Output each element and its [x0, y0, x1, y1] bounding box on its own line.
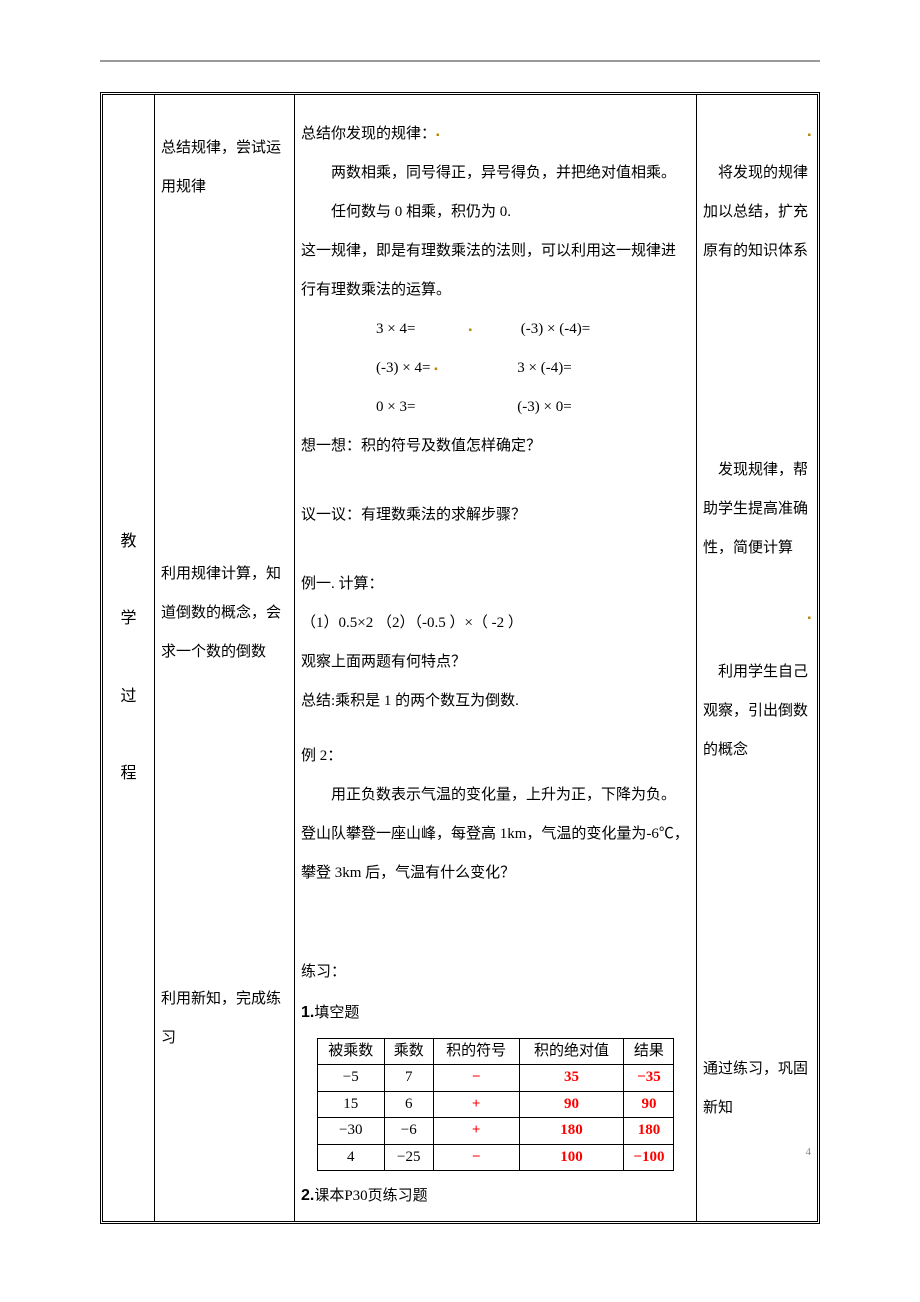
equation-row: (-3) × 4= ▪ 3 × (-4)= [301, 349, 690, 388]
table-row: −30 −6 + 180 180 [317, 1118, 674, 1145]
th-abs: 积的绝对值 [519, 1038, 624, 1065]
table-row: 4 −25 − 100 −100 [317, 1144, 674, 1171]
remark-text: 利用学生自己观察，引出倒数的概念 [703, 653, 811, 770]
table-header-row: 被乘数 乘数 积的符号 积的绝对值 结果 [317, 1038, 674, 1065]
th-multiplicand: 被乘数 [317, 1038, 384, 1065]
remark-text: 将发现的规律加以总结，扩充原有的知识体系 [703, 154, 811, 271]
outline-item: 利用规律计算，知道倒数的概念，会求一个数的倒数 [161, 555, 288, 672]
equation-row: 0 × 3= (-3) × 0= [301, 388, 690, 427]
th-result: 结果 [624, 1038, 674, 1065]
table-row: −5 7 − 35 −35 [317, 1065, 674, 1092]
example-body: （1）0.5×2 （2）（-0.5 ）×（ -2 ） [301, 604, 690, 643]
col-phase-label: 教 学 过 程 [103, 95, 155, 1221]
horizontal-rule-top [100, 60, 820, 62]
rule-text: 两数相乘，同号得正，异号得负，并把绝对值相乘。 [301, 154, 690, 193]
marker-icon: ▪ [434, 364, 438, 375]
th-sign: 积的符号 [433, 1038, 519, 1065]
phase-char: 过 [120, 676, 136, 718]
phase-char: 程 [120, 753, 136, 795]
example-conclusion: 总结:乘积是 1 的两个数互为倒数. [301, 682, 690, 721]
th-multiplier: 乘数 [384, 1038, 433, 1065]
marker-icon: ▪ [807, 613, 811, 624]
outline-item: 利用新知，完成练习 [161, 980, 288, 1058]
table-row: 15 6 + 90 90 [317, 1091, 674, 1118]
truncated-text: 2.课本P30页练习题 [301, 1175, 690, 1217]
summary-title: 总结你发现的规律：▪ [301, 115, 690, 154]
example-observe: 观察上面两题有何特点？ [301, 643, 690, 682]
multiplication-table: 被乘数 乘数 积的符号 积的绝对值 结果 −5 7 − 35 −35 15 6 … [317, 1038, 675, 1172]
remark-text: 通过练习，巩固新知 [703, 1050, 811, 1128]
phase-char: 学 [120, 598, 136, 640]
example-title: 例一. 计算： [301, 565, 690, 604]
fill-blank-title: 1.填空题 [301, 992, 690, 1034]
rule-text: 任何数与 0 相乘，积仍为 0. [301, 193, 690, 232]
col-main-content: 总结你发现的规律：▪ 两数相乘，同号得正，异号得负，并把绝对值相乘。 任何数与 … [295, 95, 697, 1221]
col-outline: 总结规律，尝试运用规律 利用规律计算，知道倒数的概念，会求一个数的倒数 利用新知… [155, 95, 295, 1221]
practice-title: 练习： [301, 953, 690, 992]
col-remark: ▪ 将发现的规律加以总结，扩充原有的知识体系 发现规律，帮助学生提高准确性，简便… [697, 95, 817, 1221]
rule-text: 这一规律，即是有理数乘法的法则，可以利用这一规律进行有理数乘法的运算。 [301, 232, 690, 310]
example2-title: 例 2： [301, 737, 690, 776]
outline-item: 总结规律，尝试运用规律 [161, 129, 288, 207]
discuss-prompt: 议一议：有理数乘法的求解步骤？ [301, 496, 690, 535]
lesson-table: 教 学 过 程 总结规律，尝试运用规律 利用规律计算，知道倒数的概念，会求一个数… [100, 92, 820, 1224]
phase-char: 教 [120, 521, 136, 563]
think-prompt: 想一想：积的符号及数值怎样确定？ [301, 427, 690, 466]
equation-row: 3 × 4=▪ (-3) × (-4)= [301, 310, 690, 349]
marker-icon: ▪ [807, 130, 811, 141]
page-number: 4 [703, 1138, 811, 1167]
remark-text: 发现规律，帮助学生提高准确性，简便计算 [703, 451, 811, 568]
example2-body: 用正负数表示气温的变化量，上升为正，下降为负。登山队攀登一座山峰，每登高 1km… [301, 776, 690, 893]
marker-icon: ▪ [436, 130, 440, 141]
marker-icon: ▪ [469, 325, 473, 336]
